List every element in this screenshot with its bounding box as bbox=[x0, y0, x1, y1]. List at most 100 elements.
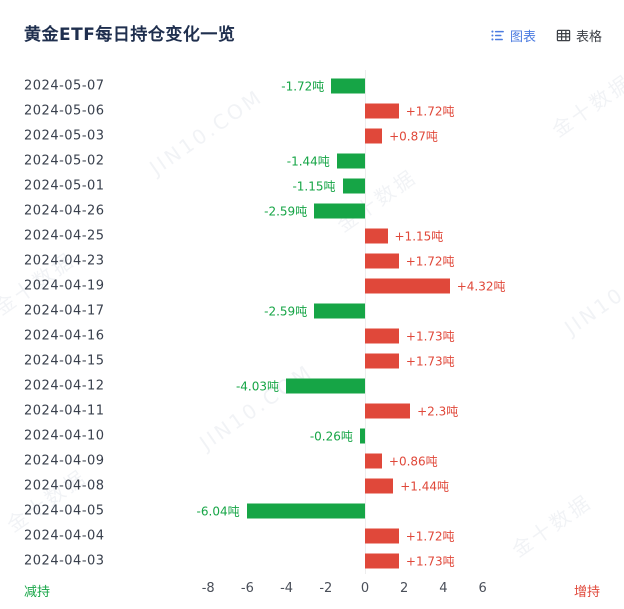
chart-row: 2024-04-11 +2.3吨 bbox=[0, 398, 624, 423]
axis-tick: -4 bbox=[280, 581, 294, 596]
value-label: +1.72吨 bbox=[405, 254, 455, 268]
decrease-bar bbox=[331, 78, 365, 93]
reduce-holdings-label: 减持 bbox=[24, 585, 51, 600]
axis-tick: 6 bbox=[478, 581, 487, 596]
bar-chart: 2024-05-07 -1.72吨 2024-05-06 +1.72吨 2024-05-… bbox=[0, 73, 624, 573]
chart-row: 2024-04-15 +1.73吨 bbox=[0, 348, 624, 373]
date-label: 2024-05-07 bbox=[24, 78, 105, 93]
chart-row: 2024-04-19 +4.32吨 bbox=[0, 273, 624, 298]
chart-row: 2024-05-02 -1.44吨 bbox=[0, 148, 624, 173]
chart-row: 2024-04-05 -6.04吨 bbox=[0, 498, 624, 523]
value-label: +1.72吨 bbox=[405, 104, 455, 118]
chart-row: 2024-04-23 +1.72吨 bbox=[0, 248, 624, 273]
chart-icon bbox=[490, 28, 505, 43]
date-label: 2024-04-15 bbox=[24, 353, 105, 368]
table-icon bbox=[556, 28, 571, 43]
value-label: +1.72吨 bbox=[405, 529, 455, 543]
value-label: -1.72吨 bbox=[281, 79, 325, 93]
chart-row: 2024-04-17 -2.59吨 bbox=[0, 298, 624, 323]
chart-row: 2024-04-03 +1.73吨 bbox=[0, 548, 624, 573]
date-label: 2024-04-19 bbox=[24, 278, 105, 293]
date-label: 2024-04-03 bbox=[24, 553, 105, 568]
increase-bar bbox=[365, 103, 399, 118]
increase-bar bbox=[365, 353, 399, 368]
value-label: -4.03吨 bbox=[235, 379, 279, 393]
chart-row: 2024-04-09 +0.86吨 bbox=[0, 448, 624, 473]
axis-tick: -6 bbox=[240, 581, 254, 596]
value-label: +1.44吨 bbox=[400, 479, 449, 493]
value-label: +1.73吨 bbox=[405, 354, 455, 368]
value-label: +1.73吨 bbox=[405, 329, 455, 343]
tab-chart-label: 图表 bbox=[509, 30, 536, 45]
increase-bar bbox=[365, 228, 388, 243]
tab-table[interactable]: 表格 bbox=[556, 26, 602, 45]
increase-bar bbox=[365, 403, 411, 418]
page-title: 黄金ETF每日持仓变化一览 bbox=[24, 25, 236, 45]
chart-row: 2024-05-06 +1.72吨 bbox=[0, 98, 624, 123]
date-label: 2024-04-23 bbox=[24, 253, 105, 268]
chart-row: 2024-05-07 -1.72吨 bbox=[0, 73, 624, 98]
value-label: -0.26吨 bbox=[309, 429, 353, 443]
axis-tick: 2 bbox=[400, 581, 409, 596]
chart-row: 2024-05-03 +0.87吨 bbox=[0, 123, 624, 148]
date-label: 2024-04-05 bbox=[24, 503, 105, 518]
increase-bar bbox=[365, 278, 450, 293]
axis-tick: -2 bbox=[319, 581, 333, 596]
chart-row: 2024-05-01 -1.15吨 bbox=[0, 173, 624, 198]
value-label: +1.73吨 bbox=[405, 554, 455, 568]
increase-bar bbox=[365, 528, 399, 543]
decrease-bar bbox=[336, 153, 365, 168]
chart-row: 2024-04-08 +1.44吨 bbox=[0, 473, 624, 498]
decrease-bar bbox=[314, 303, 365, 318]
x-axis: 减持 增持 -8 -6 -4 -2 0 2 4 6 bbox=[0, 579, 624, 601]
value-label: -1.15吨 bbox=[292, 179, 336, 193]
increase-bar bbox=[365, 128, 383, 143]
chart-row: 2024-04-26 -2.59吨 bbox=[0, 198, 624, 223]
value-label: +0.86吨 bbox=[388, 454, 438, 468]
increase-bar bbox=[365, 328, 399, 343]
date-label: 2024-04-04 bbox=[24, 528, 105, 543]
axis-tick: 4 bbox=[439, 581, 448, 596]
view-switcher: 图表 表格 bbox=[490, 26, 602, 45]
decrease-bar bbox=[286, 378, 365, 393]
value-label: -1.44吨 bbox=[286, 154, 330, 168]
date-label: 2024-05-01 bbox=[24, 178, 105, 193]
tab-table-label: 表格 bbox=[575, 30, 602, 45]
date-label: 2024-04-09 bbox=[24, 453, 105, 468]
increase-bar bbox=[365, 453, 382, 468]
increase-holdings-label: 增持 bbox=[573, 585, 600, 600]
date-label: 2024-04-10 bbox=[24, 428, 105, 443]
value-label: -6.04吨 bbox=[196, 504, 240, 518]
increase-bar bbox=[365, 553, 399, 568]
date-label: 2024-05-06 bbox=[24, 103, 105, 118]
value-label: -2.59吨 bbox=[264, 204, 308, 218]
decrease-bar bbox=[246, 503, 365, 518]
date-label: 2024-04-16 bbox=[24, 328, 105, 343]
decrease-bar bbox=[359, 428, 365, 443]
chart-row: 2024-04-10 -0.26吨 bbox=[0, 423, 624, 448]
date-label: 2024-04-26 bbox=[24, 203, 105, 218]
value-label: +4.32吨 bbox=[456, 279, 506, 293]
chart-row: 2024-04-04 +1.72吨 bbox=[0, 523, 624, 548]
date-label: 2024-04-11 bbox=[24, 403, 105, 418]
date-label: 2024-05-02 bbox=[24, 153, 105, 168]
chart-row: 2024-04-16 +1.73吨 bbox=[0, 323, 624, 348]
date-label: 2024-04-08 bbox=[24, 478, 105, 493]
date-label: 2024-05-03 bbox=[24, 128, 105, 143]
value-label: -2.59吨 bbox=[264, 304, 308, 318]
zero-axis-line bbox=[365, 70, 366, 574]
date-label: 2024-04-12 bbox=[24, 378, 105, 393]
increase-bar bbox=[365, 253, 399, 268]
decrease-bar bbox=[314, 203, 365, 218]
axis-tick: -8 bbox=[201, 581, 215, 596]
decrease-bar bbox=[342, 178, 365, 193]
value-label: +1.15吨 bbox=[394, 229, 444, 243]
value-label: +0.87吨 bbox=[389, 129, 438, 143]
tab-chart[interactable]: 图表 bbox=[490, 26, 536, 45]
chart-row: 2024-04-25 +1.15吨 bbox=[0, 223, 624, 248]
axis-tick: 0 bbox=[360, 581, 370, 596]
increase-bar bbox=[365, 478, 394, 493]
date-label: 2024-04-25 bbox=[24, 228, 105, 243]
chart-row: 2024-04-12 -4.03吨 bbox=[0, 373, 624, 398]
